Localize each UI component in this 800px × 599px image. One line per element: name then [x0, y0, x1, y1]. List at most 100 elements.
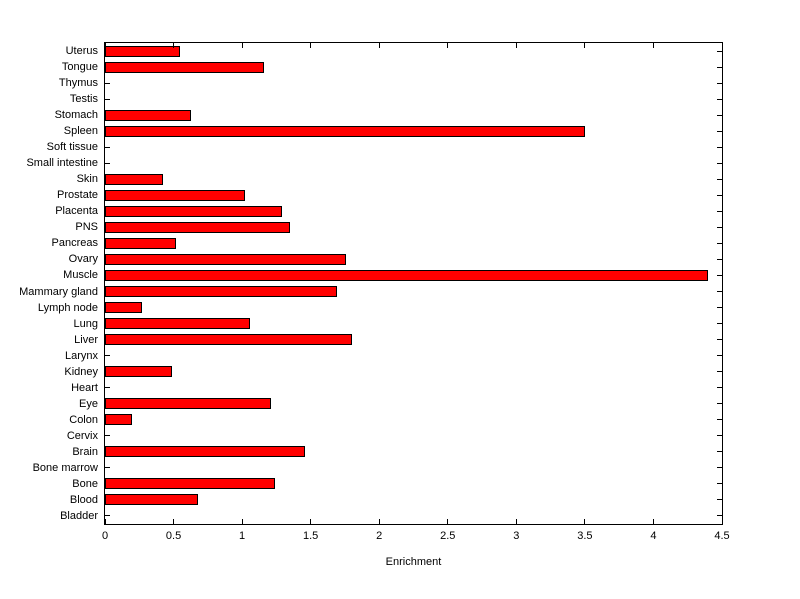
bar-pns: [105, 221, 291, 233]
x-tick: [652, 519, 654, 524]
bar-lymph-node: [105, 302, 143, 314]
y-tick: [105, 355, 110, 357]
x-tick: [104, 519, 106, 524]
y-tick: [717, 114, 722, 116]
x-tick: [173, 519, 175, 524]
bar-liver: [105, 334, 352, 346]
y-tick: [717, 242, 722, 244]
bar-kidney: [105, 366, 173, 378]
y-tick-label: Bone marrow: [32, 461, 98, 474]
x-tick-label: 4: [650, 530, 657, 542]
y-tick-label: Uterus: [65, 45, 98, 58]
x-tick-label: 3: [513, 530, 520, 542]
y-tick: [717, 451, 722, 453]
y-tick-label: Tongue: [61, 61, 98, 74]
x-tick-label: 2: [376, 530, 383, 542]
y-tick: [105, 515, 110, 517]
x-tick: [447, 43, 449, 48]
y-tick: [717, 258, 722, 260]
y-tick: [717, 130, 722, 132]
bar-placenta: [105, 205, 282, 217]
x-tick-label: 2.5: [440, 530, 456, 542]
bar-tongue: [105, 61, 265, 73]
y-tick-label: Cervix: [66, 429, 98, 442]
bar-prostate: [105, 189, 245, 201]
x-tick: [515, 43, 517, 48]
y-tick: [717, 291, 722, 293]
bar-blood: [105, 494, 199, 506]
bar-mammary-gland: [105, 286, 337, 298]
y-tick: [105, 146, 110, 148]
x-tick-label: 1: [239, 530, 246, 542]
x-tick-label: 0.5: [165, 530, 182, 542]
x-tick: [241, 519, 243, 524]
y-tick-label: Brain: [72, 445, 98, 458]
y-tick: [105, 98, 110, 100]
y-tick-label: Spleen: [63, 125, 98, 138]
bar-lung: [105, 318, 251, 330]
y-tick: [717, 194, 722, 196]
bar-ovary: [105, 253, 347, 265]
y-tick: [717, 371, 722, 373]
y-tick-label: Testis: [69, 93, 98, 106]
x-tick: [310, 519, 312, 524]
y-tick-label: Mammary gland: [19, 285, 98, 298]
y-tick-label: Soft tissue: [46, 141, 98, 154]
y-tick-label: Blood: [69, 493, 98, 506]
x-tick: [652, 43, 654, 48]
y-tick-label: Lung: [73, 317, 98, 330]
y-tick: [717, 403, 722, 405]
bar-stomach: [105, 109, 192, 121]
x-tick: [721, 43, 723, 48]
y-tick: [717, 210, 722, 212]
y-tick: [717, 50, 722, 52]
y-tick: [717, 226, 722, 228]
y-tick: [105, 162, 110, 164]
y-tick: [105, 435, 110, 437]
x-tick: [584, 43, 586, 48]
bar-pancreas: [105, 237, 177, 249]
y-tick: [717, 483, 722, 485]
x-tick: [378, 519, 380, 524]
y-tick: [105, 467, 110, 469]
y-tick-label: Eye: [79, 397, 98, 410]
y-tick: [717, 98, 722, 100]
plot-area: [104, 42, 723, 525]
x-tick: [241, 43, 243, 48]
y-tick: [717, 515, 722, 517]
y-tick: [717, 274, 722, 276]
y-tick: [717, 323, 722, 325]
y-tick-label: Ovary: [68, 253, 98, 266]
x-axis-label: Enrichment: [385, 556, 442, 568]
y-tick: [717, 387, 722, 389]
x-tick: [447, 519, 449, 524]
y-tick-label: PNS: [75, 221, 98, 234]
y-tick: [717, 467, 722, 469]
bar-spleen: [105, 125, 585, 137]
bar-muscle: [105, 269, 709, 281]
y-tick: [105, 82, 110, 84]
y-tick-label: Prostate: [57, 189, 98, 202]
y-tick: [717, 82, 722, 84]
y-tick: [717, 162, 722, 164]
y-tick: [717, 435, 722, 437]
x-tick: [310, 43, 312, 48]
x-tick-label: 1.5: [303, 530, 319, 542]
y-tick-label: Larynx: [64, 349, 98, 362]
y-tick-label: Small intestine: [26, 157, 98, 170]
x-tick: [378, 43, 380, 48]
y-tick-label: Muscle: [63, 269, 98, 282]
x-tick-label: 0: [101, 530, 109, 542]
y-tick: [717, 355, 722, 357]
bar-brain: [105, 446, 306, 458]
x-tick: [584, 519, 586, 524]
bar-bone: [105, 478, 276, 490]
y-tick-label: Placenta: [55, 205, 98, 218]
y-tick-label: Colon: [69, 413, 98, 426]
y-tick: [717, 419, 722, 421]
y-tick: [717, 499, 722, 501]
y-tick-label: Stomach: [54, 109, 98, 122]
x-tick: [515, 519, 517, 524]
y-tick-label: Skin: [76, 173, 98, 186]
